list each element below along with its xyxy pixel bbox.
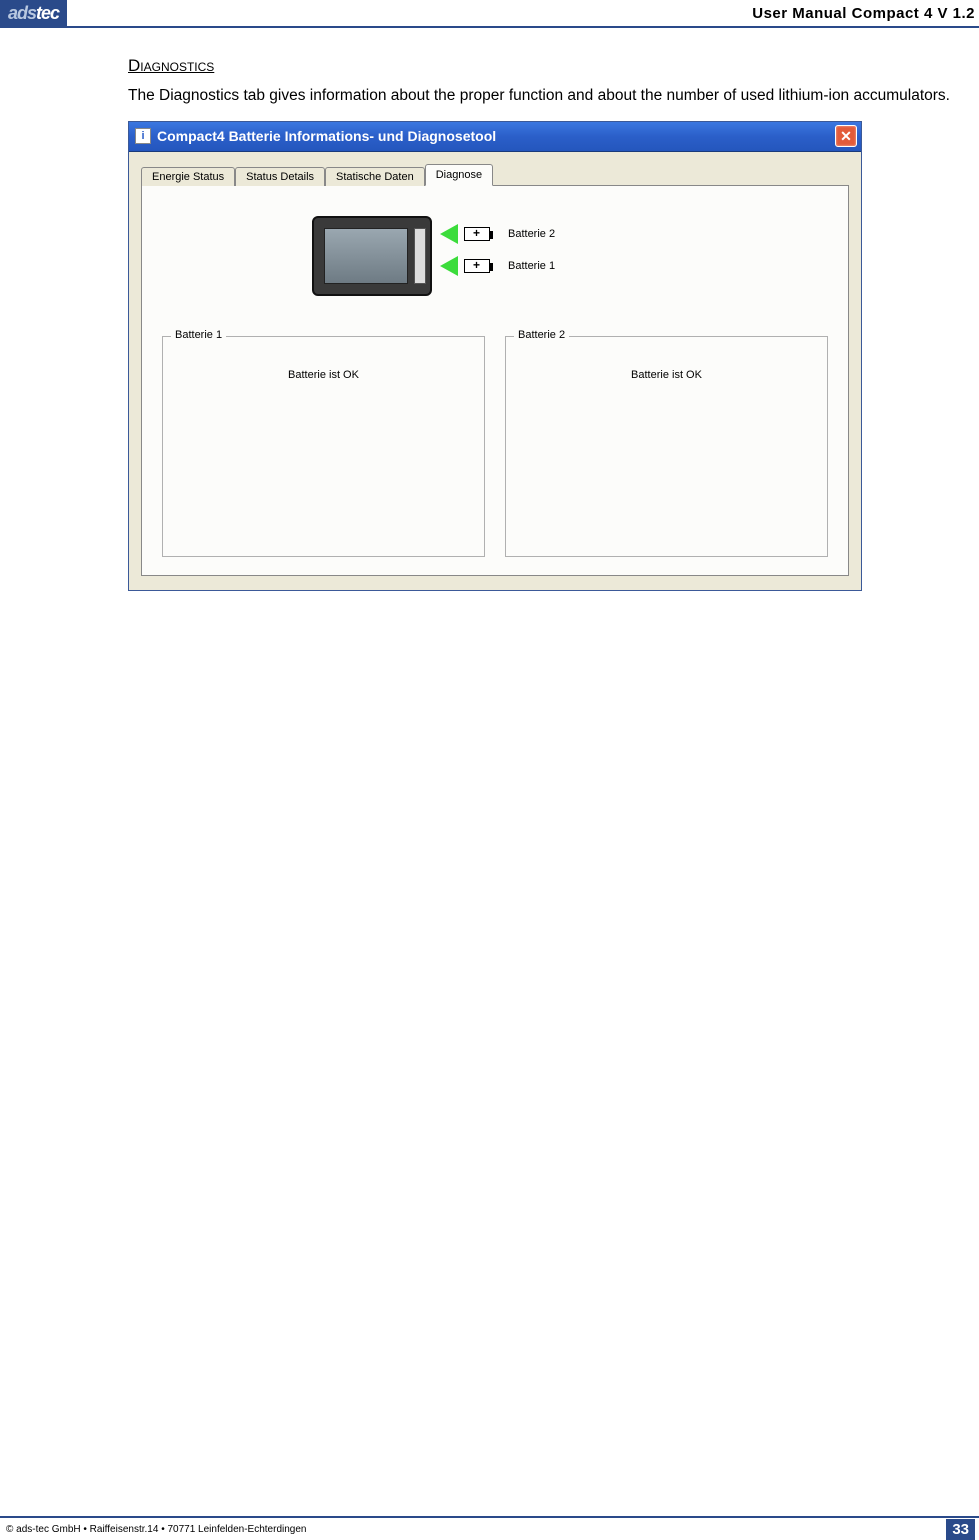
group2-status: Batterie ist OK xyxy=(516,369,817,381)
group-boxes: Batterie 1 Batterie ist OK Batterie 2 Ba… xyxy=(162,336,828,557)
logo-ads: ads xyxy=(8,3,36,24)
groupbox-battery-2: Batterie 2 Batterie ist OK xyxy=(505,336,828,557)
tab-energie-status[interactable]: Energie Status xyxy=(141,167,235,186)
device-screen xyxy=(324,228,408,284)
tab-statische-daten[interactable]: Statische Daten xyxy=(325,167,425,186)
device-icon xyxy=(312,216,432,296)
page-content: Diagnostics The Diagnostics tab gives in… xyxy=(0,28,979,591)
tab-content: + Batterie 2 + Batterie 1 Batterie 1 Ba xyxy=(141,186,849,576)
battery-1-label: Batterie 1 xyxy=(508,260,555,272)
page-header: adstec User Manual Compact 4 V 1.2 xyxy=(0,0,979,28)
section-heading: Diagnostics xyxy=(128,56,959,76)
group1-legend: Batterie 1 xyxy=(171,329,226,341)
device-illustration: + Batterie 2 + Batterie 1 xyxy=(312,216,555,296)
arrow-icon xyxy=(440,224,458,244)
window-body: Energie Status Status Details Statische … xyxy=(129,152,861,590)
logo: adstec xyxy=(0,0,67,26)
page-footer: © ads-tec GmbH • Raiffeisenstr.14 • 7077… xyxy=(0,1516,979,1540)
tab-diagnose[interactable]: Diagnose xyxy=(425,164,493,186)
app-window: i Compact4 Batterie Informations- und Di… xyxy=(128,121,862,591)
battery-2-label: Batterie 2 xyxy=(508,228,555,240)
header-spacer: User Manual Compact 4 V 1.2 xyxy=(67,0,979,26)
arrow-icon xyxy=(440,256,458,276)
header-title: User Manual Compact 4 V 1.2 xyxy=(752,5,975,22)
battery-row-2: + Batterie 2 xyxy=(434,224,555,244)
device-side xyxy=(414,228,426,284)
titlebar: i Compact4 Batterie Informations- und Di… xyxy=(129,122,861,152)
page-number: 33 xyxy=(946,1519,975,1540)
group2-legend: Batterie 2 xyxy=(514,329,569,341)
tabstrip: Energie Status Status Details Statische … xyxy=(141,162,849,186)
section-body: The Diagnostics tab gives information ab… xyxy=(128,86,959,107)
group1-status: Batterie ist OK xyxy=(173,369,474,381)
titlebar-text: Compact4 Batterie Informations- und Diag… xyxy=(157,128,835,144)
battery-stack: + Batterie 2 + Batterie 1 xyxy=(434,224,555,288)
battery-row-1: + Batterie 1 xyxy=(434,256,555,276)
battery-icon: + xyxy=(464,259,490,273)
logo-tec: tec xyxy=(36,3,59,24)
app-icon: i xyxy=(135,128,151,144)
close-icon: ✕ xyxy=(840,128,852,145)
battery-icon: + xyxy=(464,227,490,241)
footer-copyright: © ads-tec GmbH • Raiffeisenstr.14 • 7077… xyxy=(6,1524,306,1535)
close-button[interactable]: ✕ xyxy=(835,125,857,147)
tab-status-details[interactable]: Status Details xyxy=(235,167,325,186)
groupbox-battery-1: Batterie 1 Batterie ist OK xyxy=(162,336,485,557)
